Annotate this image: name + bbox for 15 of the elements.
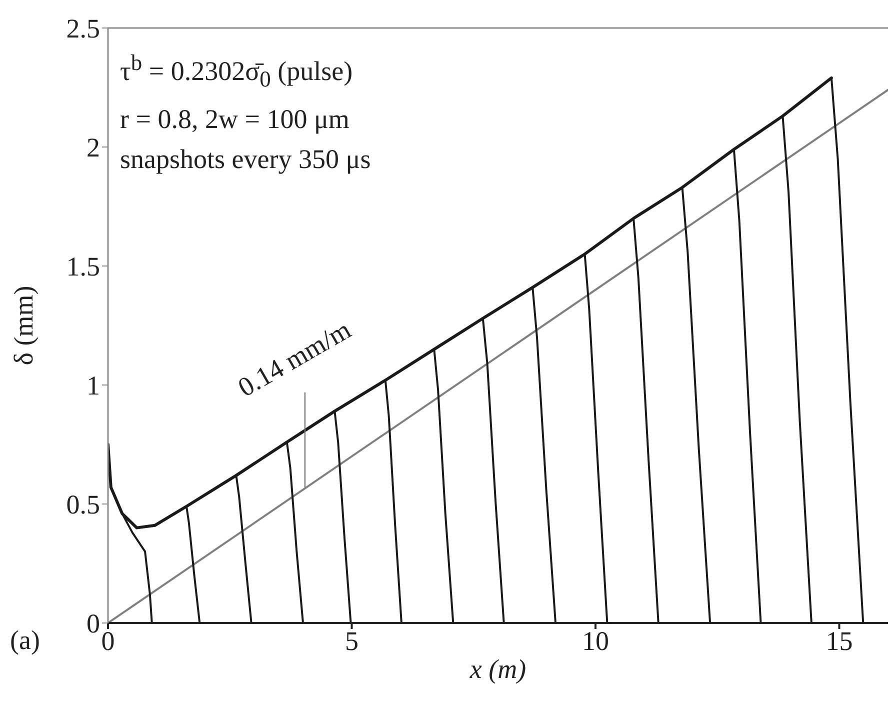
- x-tick-label: 5: [345, 626, 358, 656]
- y-axis-title: δ (mm): [8, 286, 39, 366]
- annotation: 0.14 mm/m: [232, 314, 356, 403]
- y-tick-label: 1.5: [66, 252, 100, 282]
- y-tick-label: 2: [86, 132, 100, 163]
- y-tick-label: 1: [86, 370, 100, 401]
- text: (a): [10, 625, 40, 656]
- annotation: r = 0.8, 2w = 100 μm: [120, 103, 350, 136]
- x-tick-label: 15: [826, 626, 853, 656]
- annotation: τ$^{b}$ = 0.2302σ̄$_{0}$ (pulse): [120, 49, 354, 94]
- annotation: snapshots every 350 μs: [120, 143, 371, 176]
- y-tick-label: 0.5: [66, 490, 100, 520]
- x-tick-label: 10: [582, 626, 609, 656]
- x-axis-title: x (m): [468, 654, 526, 684]
- y-tick-label: 2.5: [66, 14, 100, 44]
